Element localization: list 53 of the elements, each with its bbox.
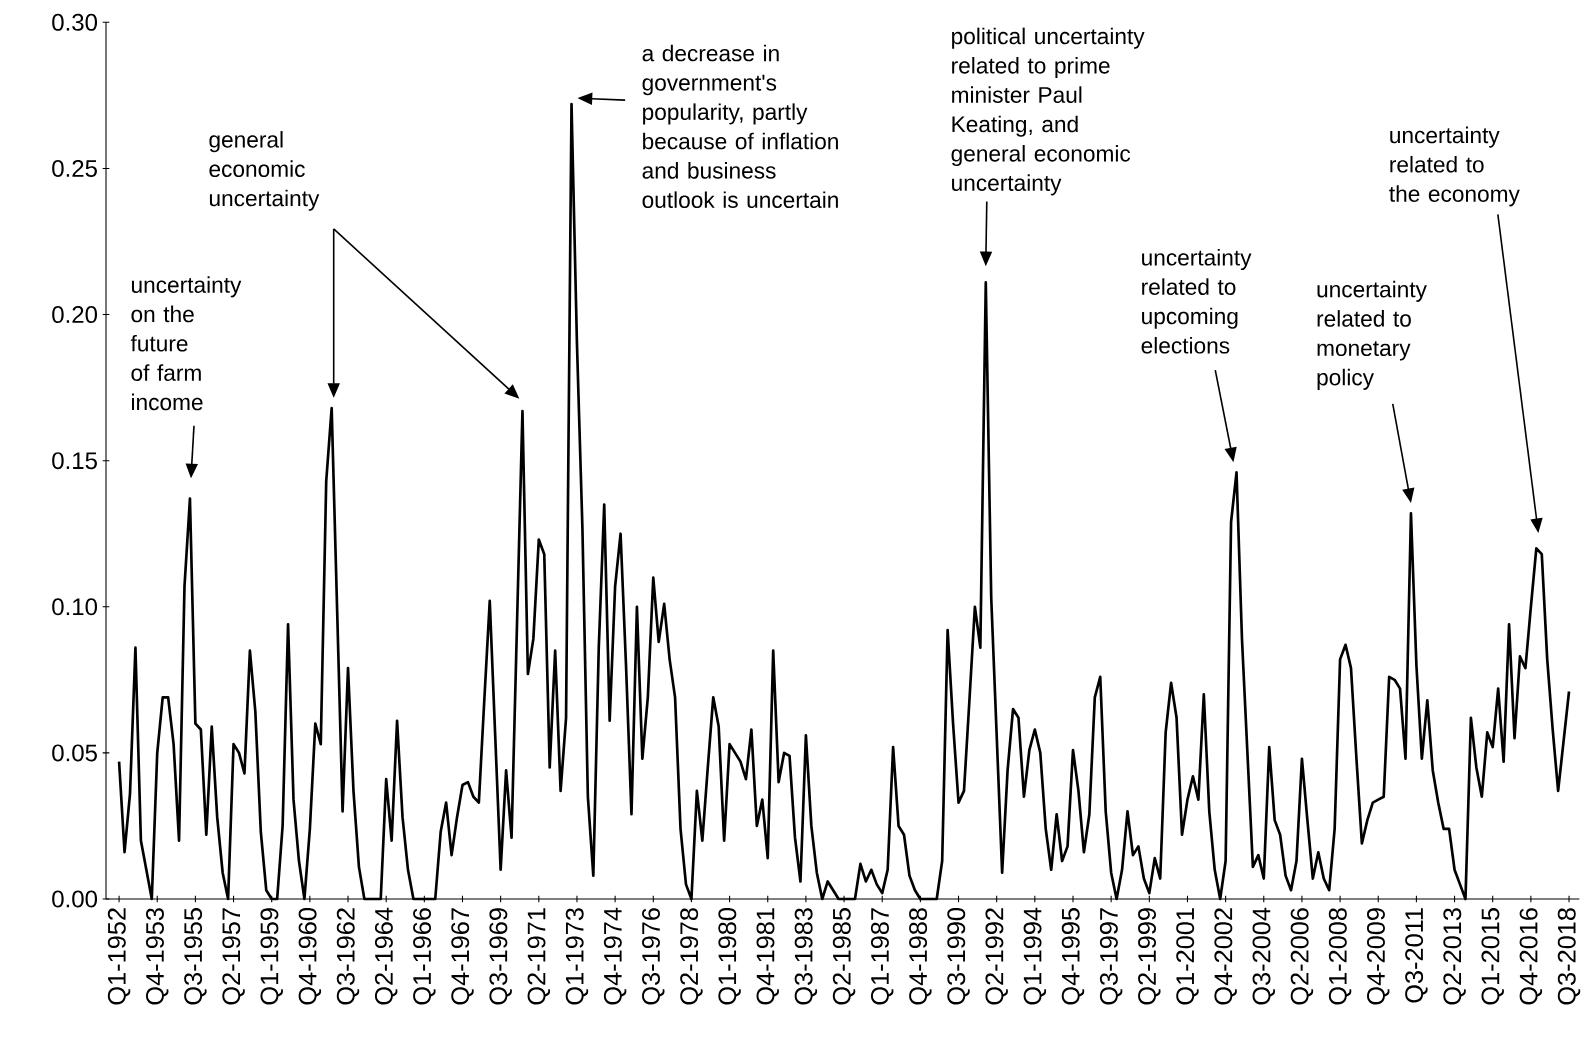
x-tick-label: Q2-1985 (832, 908, 856, 1005)
x-tick-label: Q3-1955 (184, 908, 207, 1005)
x-tick-label: Q3-2011 (1405, 908, 1428, 1003)
annotation: political uncertainty related to prime minister Paul Keating, and general economic uncertainty (951, 27, 1145, 196)
x-tick-label: Q1-1994 (1023, 907, 1047, 1005)
annotation: uncertainty related to the economy (1389, 126, 1520, 207)
x-tick-label: Q3-1969 (489, 908, 512, 1005)
x-tick-label: Q4-1988 (909, 908, 932, 1005)
x-tick-label: Q2-1992 (985, 908, 1008, 1005)
x-tick-label: Q1-1980 (718, 908, 741, 1005)
x-tick-label: Q2-1964 (374, 907, 398, 1005)
x-tick-label: Q2-2013 (1443, 908, 1466, 1005)
x-tick-label: Q3-1997 (1099, 908, 1123, 1005)
x-tick-label: Q4-2016 (1519, 908, 1543, 1005)
annotation: uncertainty related to upcoming elections (1141, 248, 1252, 354)
annotation: general economic uncertainty (209, 131, 320, 211)
x-tick-label: Q1-1973 (565, 908, 589, 1005)
x-tick-label: Q1-1952 (107, 908, 131, 1005)
annotation: a decrease in government's popularity, partly because of inflation and business outlook is uncertain (642, 44, 838, 209)
x-tick-label: Q4-1995 (1061, 908, 1085, 1005)
x-tick-label: Q4-1953 (146, 908, 169, 1005)
x-tick-label: Q4-2002 (1214, 908, 1237, 1005)
y-tick-label: 0.15 (52, 452, 97, 470)
x-tick-label: Q4-2009 (1367, 908, 1390, 1005)
x-tick-label: Q2-1978 (680, 908, 703, 1005)
x-tick-label: Q2-1957 (222, 908, 245, 1005)
x-tick-label: Q4-1981 (756, 908, 779, 1005)
x-tick-label: Q4-1967 (451, 908, 474, 1005)
x-tick-label: Q4-1974 (603, 907, 627, 1005)
x-tick-label: Q3-2018 (1557, 908, 1581, 1005)
x-tick-label: Q1-2008 (1328, 908, 1352, 1005)
x-tick-label: Q3-1976 (642, 908, 665, 1005)
x-tick-label: Q3-1962 (336, 908, 360, 1005)
y-tick-label: 0.25 (52, 159, 97, 177)
x-tick-label: Q1-1966 (413, 908, 436, 1005)
y-tick-label: 0.10 (52, 598, 98, 616)
y-tick-label: 0.05 (52, 744, 97, 762)
x-tick-label: Q1-1987 (870, 908, 894, 1005)
x-tick-label: Q3-1990 (947, 908, 970, 1005)
x-tick-label: Q3-2004 (1252, 907, 1276, 1005)
y-tick-label: 0.30 (52, 13, 98, 31)
x-tick-label: Q1-1959 (260, 908, 283, 1005)
x-tick-label: Q1-2001 (1176, 908, 1199, 1005)
x-tick-label: Q2-1999 (1138, 908, 1161, 1005)
y-tick-label: 0.00 (52, 890, 98, 908)
annotation: uncertainty on the future of farm income (130, 276, 242, 411)
x-tick-label: Q3-1983 (794, 908, 818, 1005)
x-tick-label: Q2-2006 (1290, 908, 1314, 1005)
annotation: uncertainty related to monetary policy (1317, 280, 1427, 390)
x-tick-label: Q2-1971 (527, 908, 551, 1005)
x-tick-label: Q1-2015 (1481, 908, 1504, 1005)
y-tick-label: 0.20 (52, 306, 98, 324)
x-tick-label: Q4-1960 (298, 908, 322, 1005)
